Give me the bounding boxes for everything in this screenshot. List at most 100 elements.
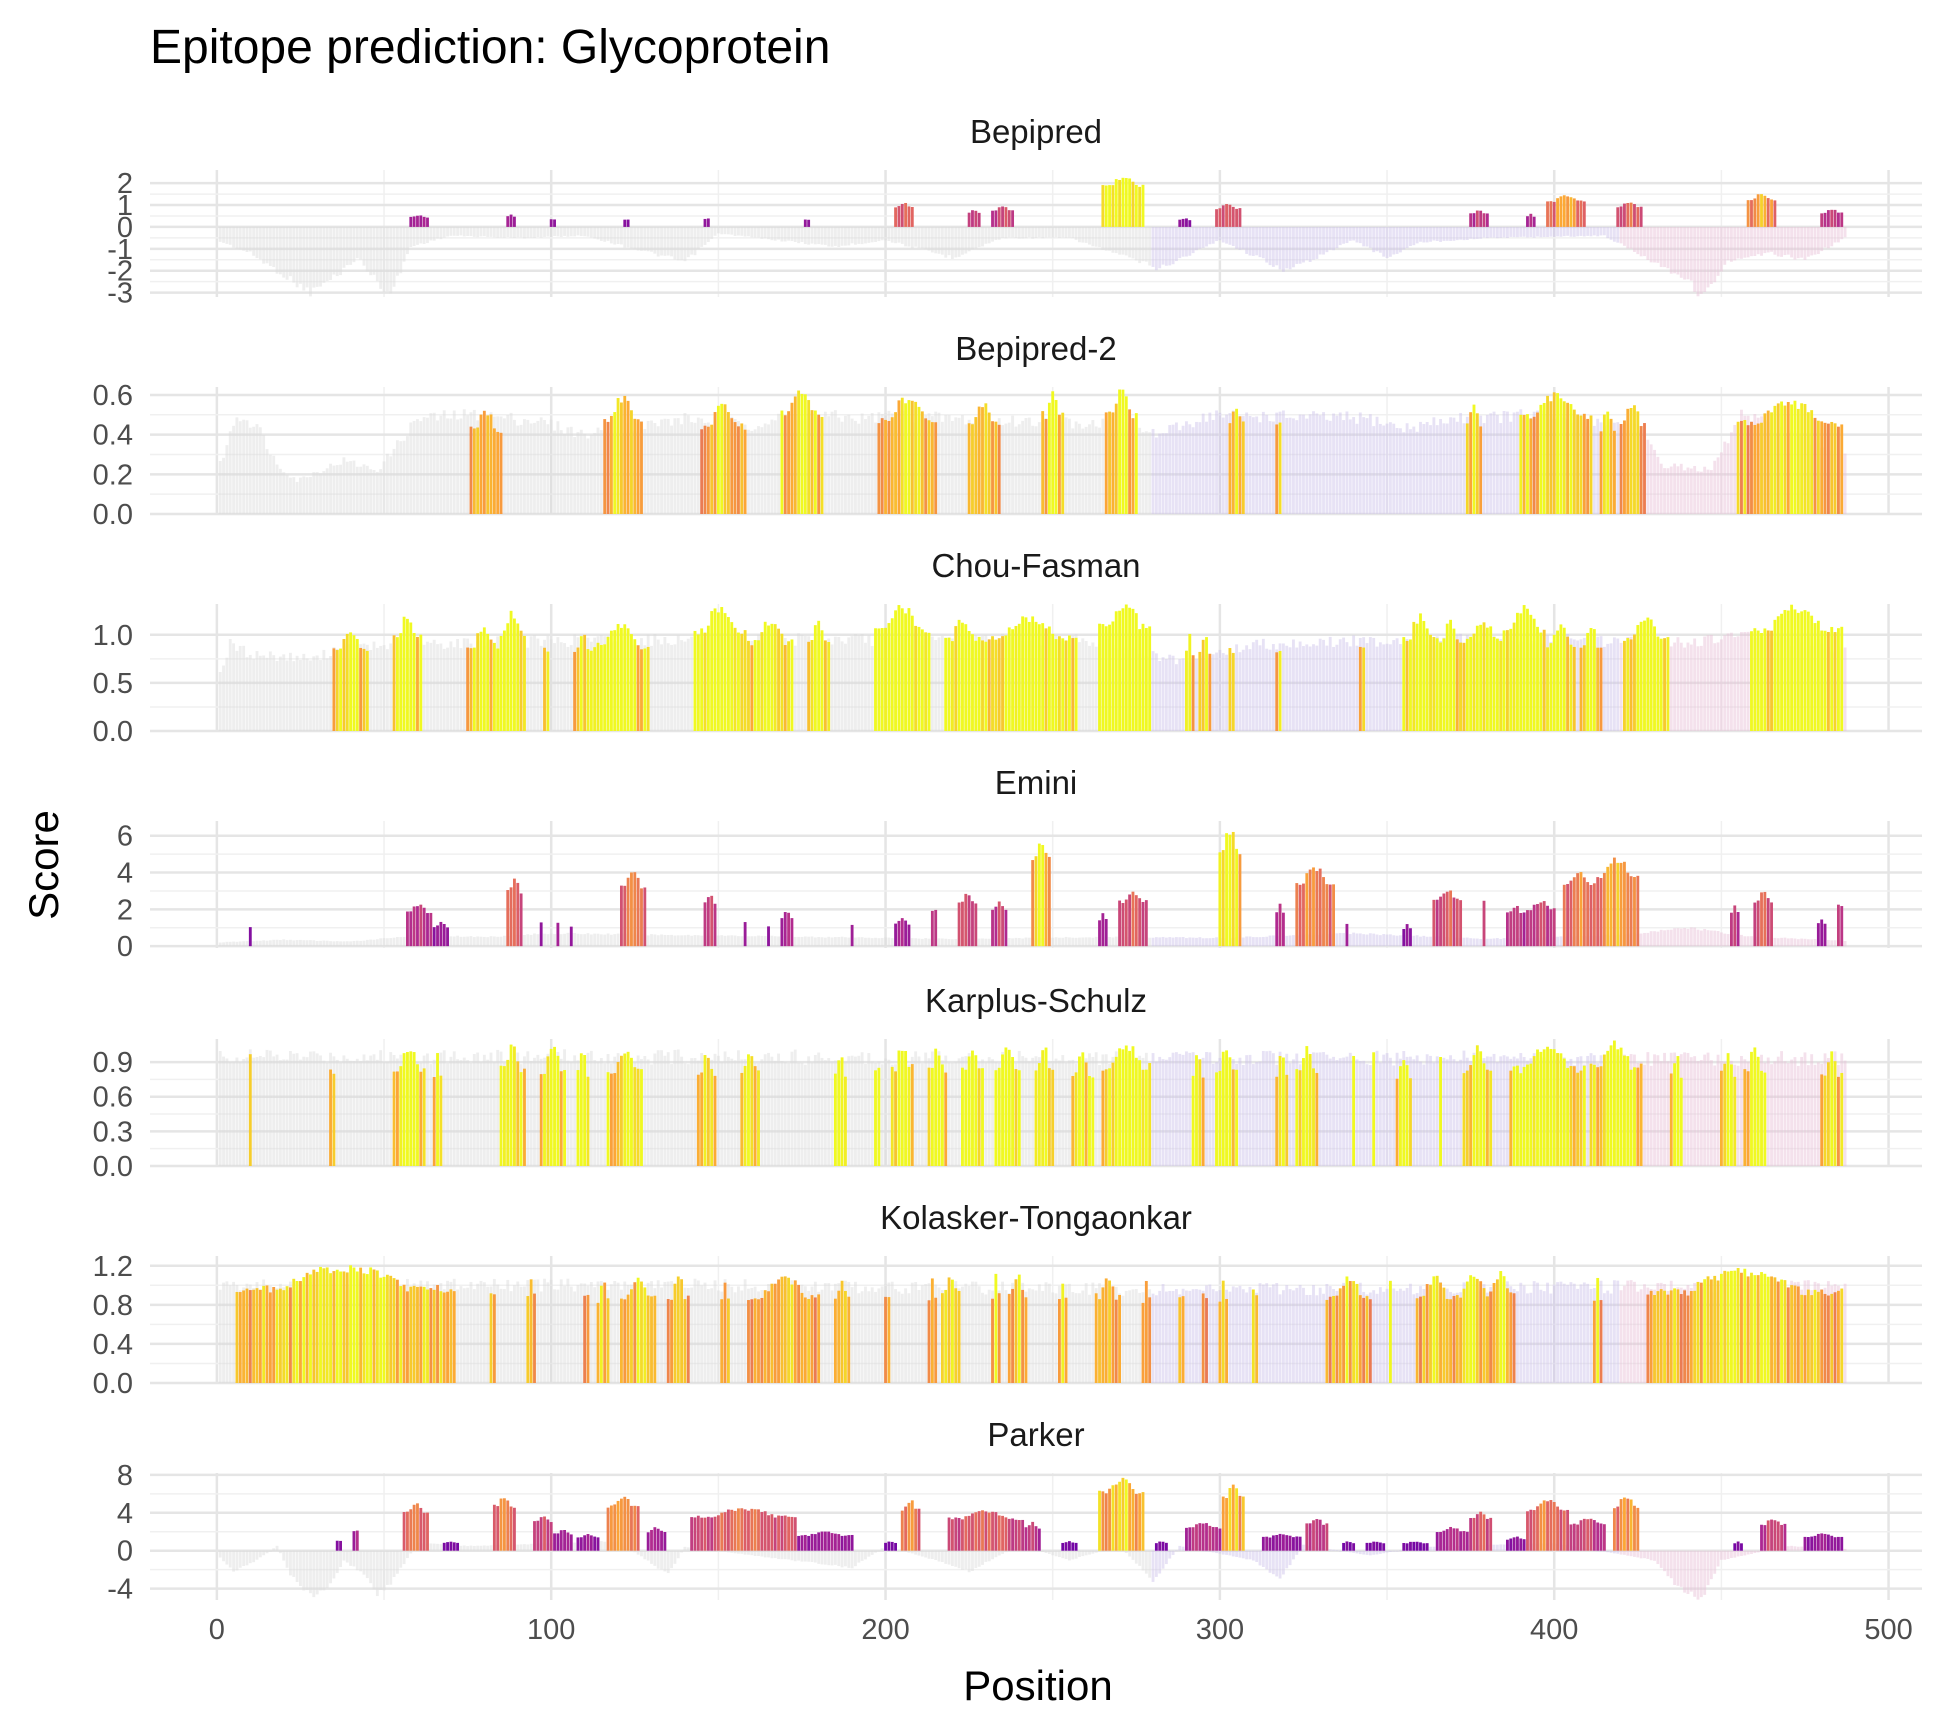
background-bar (730, 935, 734, 947)
background-bar (1068, 937, 1071, 947)
epitope-bar (1509, 1070, 1513, 1166)
epitope-bar (416, 1286, 419, 1383)
background-bar (1636, 1550, 1640, 1558)
epitope-bar (449, 1541, 453, 1551)
epitope-bar (977, 1511, 981, 1551)
epitope-bar (1579, 415, 1583, 514)
epitope-bar (1770, 1276, 1773, 1383)
background-bar (1689, 1057, 1693, 1166)
background-bar (248, 226, 252, 252)
background-bar (1054, 937, 1058, 947)
epitope-bar (1074, 637, 1078, 731)
background-bar (462, 1545, 466, 1551)
background-bar (242, 941, 246, 947)
epitope-bar (606, 636, 610, 731)
background-bar (593, 1287, 597, 1383)
epitope-bar (432, 927, 436, 947)
y-tick-label: 0.0 (93, 499, 133, 531)
background-bar (1509, 226, 1513, 237)
background-bar (713, 1550, 717, 1552)
background-bar (355, 226, 359, 259)
background-bar (1228, 226, 1232, 245)
background-bar (1191, 937, 1195, 947)
background-bar (683, 1063, 687, 1166)
background-bar (399, 1550, 403, 1568)
background-bar (449, 936, 453, 947)
epitope-bar (596, 1537, 600, 1551)
background-bar (1683, 647, 1687, 731)
epitope-bar (1636, 1067, 1640, 1166)
background-bar (1171, 1550, 1175, 1555)
epitope-bar (339, 648, 342, 731)
background-bar (299, 939, 302, 947)
background-bar (1786, 226, 1790, 255)
epitope-bar (502, 1498, 506, 1551)
background-bar (750, 936, 754, 947)
epitope-bar (1475, 210, 1479, 227)
epitope-bar (1619, 862, 1623, 947)
background-bar (1088, 1550, 1091, 1555)
background-bar (1288, 1550, 1292, 1566)
background-bar (335, 226, 339, 277)
background-bar (820, 1289, 824, 1383)
epitope-bar (355, 1271, 359, 1383)
epitope-bar (820, 1531, 824, 1551)
epitope-bar (1532, 904, 1536, 947)
background-bar (837, 1550, 841, 1567)
background-bar (1261, 1284, 1265, 1383)
background-bar (1653, 226, 1656, 263)
background-bar (1154, 437, 1158, 514)
background-bar (1004, 1290, 1008, 1383)
epitope-bar (907, 1066, 911, 1166)
background-bar (1251, 226, 1255, 256)
epitope-bar (760, 632, 764, 731)
epitope-bar (1750, 631, 1753, 731)
background-bar (252, 658, 256, 731)
background-bar (1305, 418, 1309, 514)
epitope-bar (1572, 646, 1576, 731)
epitope-bar (1623, 420, 1626, 514)
epitope-bar (1101, 624, 1105, 731)
background-bar (1158, 1550, 1162, 1574)
background-bar (1041, 1290, 1045, 1383)
background-bar (1649, 226, 1653, 263)
epitope-bar (1659, 1289, 1663, 1383)
epitope-bar (392, 635, 396, 731)
background-bar (372, 1054, 376, 1166)
epitope-bar (1021, 1519, 1025, 1551)
epitope-bar (1840, 424, 1844, 514)
epitope-bar (1221, 1051, 1225, 1166)
background-bar (1713, 226, 1717, 283)
background-bar (319, 226, 322, 287)
epitope-bar (844, 1076, 847, 1166)
background-bar (1278, 1550, 1282, 1579)
background-bar (452, 410, 456, 514)
background-bar (686, 1064, 690, 1166)
background-bar (596, 933, 600, 947)
background-bar (513, 419, 516, 514)
epitope-bar (619, 627, 623, 731)
epitope-bar (1716, 1280, 1720, 1383)
background-bar (1432, 1546, 1436, 1551)
epitope-bar (1472, 404, 1476, 514)
epitope-bar (630, 872, 633, 947)
epitope-bar (1325, 1299, 1329, 1383)
background-bar (1495, 414, 1499, 514)
background-bar (262, 1550, 266, 1556)
epitope-bar (974, 1512, 978, 1551)
background-bar (1188, 1290, 1192, 1383)
background-bar (1358, 226, 1362, 244)
epitope-bar (1676, 1289, 1680, 1383)
epitope-bar (1011, 629, 1015, 731)
y-tick-label: 0.9 (93, 1047, 133, 1079)
background-bar (1529, 226, 1533, 238)
background-bar (258, 940, 262, 947)
epitope-bar (392, 1278, 396, 1383)
epitope-bar (1489, 1070, 1493, 1166)
epitope-bar (1639, 1063, 1643, 1166)
epitope-bar (1713, 1275, 1717, 1383)
background-bar (1211, 937, 1215, 947)
background-bar (1078, 226, 1081, 243)
background-bar (1034, 226, 1038, 238)
